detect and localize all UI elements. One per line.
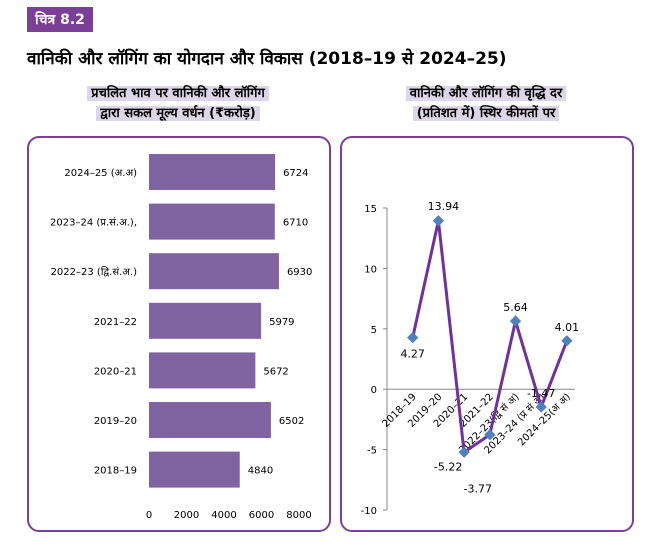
- x-tick-label: 4000: [211, 510, 236, 521]
- data-label: -1.47: [527, 387, 555, 400]
- data-point: [407, 331, 419, 344]
- right-title-line2: (प्रतिशत में) स्थिर कीमतों पर: [412, 106, 560, 121]
- right-chart-title: वानिकी और लॉगिंग की वृद्धि दर (प्रतिशत म…: [340, 84, 632, 124]
- bar-6: [149, 402, 271, 438]
- y-tick-label: 0: [371, 385, 377, 396]
- bar-1: [149, 154, 276, 190]
- y-tick-label: 15: [364, 204, 377, 215]
- bar-chart-panel: 2024–25 (अ.अ) 6724 2023–24 (प्र.सं.अ.), 671…: [27, 136, 331, 532]
- data-label: -3.77: [464, 482, 492, 495]
- data-label: 4.01: [555, 321, 580, 334]
- x-tick-label: 6000: [249, 510, 274, 521]
- x-tick-label: 0: [146, 510, 152, 521]
- bar-category-label: 2018–19: [94, 466, 137, 477]
- figure-label: चित्र 8.2: [27, 7, 93, 32]
- line-chart-panel: 15 10 5 0 -5 -10 2018–19 2019–20 2020–21 2021–22 2…: [340, 136, 634, 532]
- bar-4: [149, 302, 262, 339]
- bar-3: [149, 253, 279, 290]
- data-point: [561, 335, 573, 347]
- data-point: [432, 215, 445, 227]
- y-tick-label: 5: [371, 325, 377, 336]
- data-label: 5.64: [503, 301, 528, 314]
- data-point: [484, 429, 496, 441]
- bar-value-label: 6724: [283, 168, 308, 179]
- bar-value-label: 6930: [287, 267, 312, 278]
- bar-category-label: 2021–22: [94, 317, 137, 328]
- data-label: 13.94: [428, 200, 460, 213]
- bar-chart: 2024–25 (अ.अ) 6724 2023–24 (प्र.सं.अ.), 671…: [50, 154, 312, 521]
- bar-7: [149, 451, 240, 488]
- bar-category-label: 2022–23 (द्वि.सं.अ.): [51, 266, 138, 278]
- bar-value-label: 4840: [248, 466, 273, 477]
- bar-2: [149, 203, 275, 240]
- bar-category-label: 2023–24 (प्र.सं.अ.),: [50, 217, 137, 229]
- right-title-line1: वानिकी और लॉगिंग की वृद्धि दर: [405, 86, 567, 101]
- data-point: [509, 315, 522, 327]
- bar-category-label: 2020–21: [94, 366, 137, 377]
- bar-value-label: 5979: [269, 317, 294, 328]
- bar-value-label: 5672: [263, 366, 288, 377]
- left-title-line2: द्वारा सकल मूल्य वर्धन (₹करोड़): [96, 106, 260, 121]
- bar-value-label: 6502: [279, 416, 304, 427]
- bar-value-label: 6710: [283, 218, 308, 229]
- left-title-line1: प्रचलित भाव पर वानिकी और लॉगिंग: [87, 86, 269, 101]
- data-label: -5.22: [434, 460, 462, 473]
- line-chart: 151050-5-102018–192019–202020–212021–222…: [361, 200, 580, 517]
- x-tick-label: 8000: [286, 510, 311, 521]
- bar-5: [149, 352, 256, 389]
- bar-category-label: 2019–20: [94, 416, 137, 427]
- y-tick-label: -5: [367, 446, 377, 457]
- main-title: वानिकी और लॉगिंग का योगदान और विकास (201…: [27, 49, 507, 69]
- bar-category-label: 2024–25 (अ.अ): [64, 168, 137, 179]
- x-tick-label: 2000: [174, 510, 199, 521]
- y-tick-label: -10: [361, 506, 377, 517]
- y-tick-label: 10: [364, 264, 377, 275]
- left-chart-title: प्रचलित भाव पर वानिकी और लॉगिंग द्वारा स…: [28, 84, 328, 124]
- data-label: 4.27: [400, 348, 425, 361]
